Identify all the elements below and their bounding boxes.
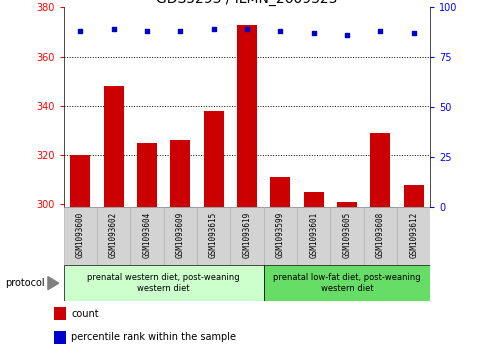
Bar [63,265,263,301]
Bar [197,207,230,265]
Title: GDS5293 / ILMN_2609323: GDS5293 / ILMN_2609323 [156,0,337,6]
Bar [263,265,429,301]
Text: GSM1093608: GSM1093608 [375,212,384,258]
Bar [396,207,429,265]
Text: GSM1093602: GSM1093602 [109,212,118,258]
Text: count: count [71,309,99,319]
Bar [130,207,163,265]
Bar [170,140,190,207]
Bar [70,155,90,207]
Bar [54,331,65,344]
Bar [363,207,396,265]
Text: prenatal low-fat diet, post-weaning
western diet: prenatal low-fat diet, post-weaning west… [273,273,420,293]
Point [243,26,250,32]
Point [76,28,84,34]
Point [109,26,117,32]
Point [176,28,184,34]
Bar [403,185,423,207]
Polygon shape [48,277,59,290]
Text: protocol: protocol [5,278,44,288]
Point [209,26,217,32]
Point [142,28,150,34]
Bar [303,192,323,207]
Text: GSM1093601: GSM1093601 [308,212,318,258]
Bar [336,202,356,207]
Text: percentile rank within the sample: percentile rank within the sample [71,332,236,342]
Bar [137,143,157,207]
Bar [296,207,329,265]
Bar [163,207,197,265]
Text: GSM1093612: GSM1093612 [408,212,417,258]
Text: GSM1093609: GSM1093609 [175,212,184,258]
Bar [237,25,256,207]
Text: GSM1093604: GSM1093604 [142,212,151,258]
Point [309,30,317,36]
Bar [270,178,290,207]
Text: GSM1093599: GSM1093599 [275,212,284,258]
Text: GSM1093600: GSM1093600 [76,212,84,258]
Text: GSM1093605: GSM1093605 [342,212,351,258]
Point [276,28,284,34]
Bar [97,207,130,265]
Bar [329,207,363,265]
Point [409,30,417,36]
Bar [203,111,223,207]
Bar [230,207,263,265]
Text: prenatal western diet, post-weaning
western diet: prenatal western diet, post-weaning west… [87,273,240,293]
Text: GSM1093619: GSM1093619 [242,212,251,258]
Bar [103,86,123,207]
Text: GSM1093615: GSM1093615 [209,212,218,258]
Bar [369,133,389,207]
Point [343,32,350,38]
Bar [263,207,296,265]
Bar [54,307,65,320]
Bar [63,207,97,265]
Point [376,28,384,34]
